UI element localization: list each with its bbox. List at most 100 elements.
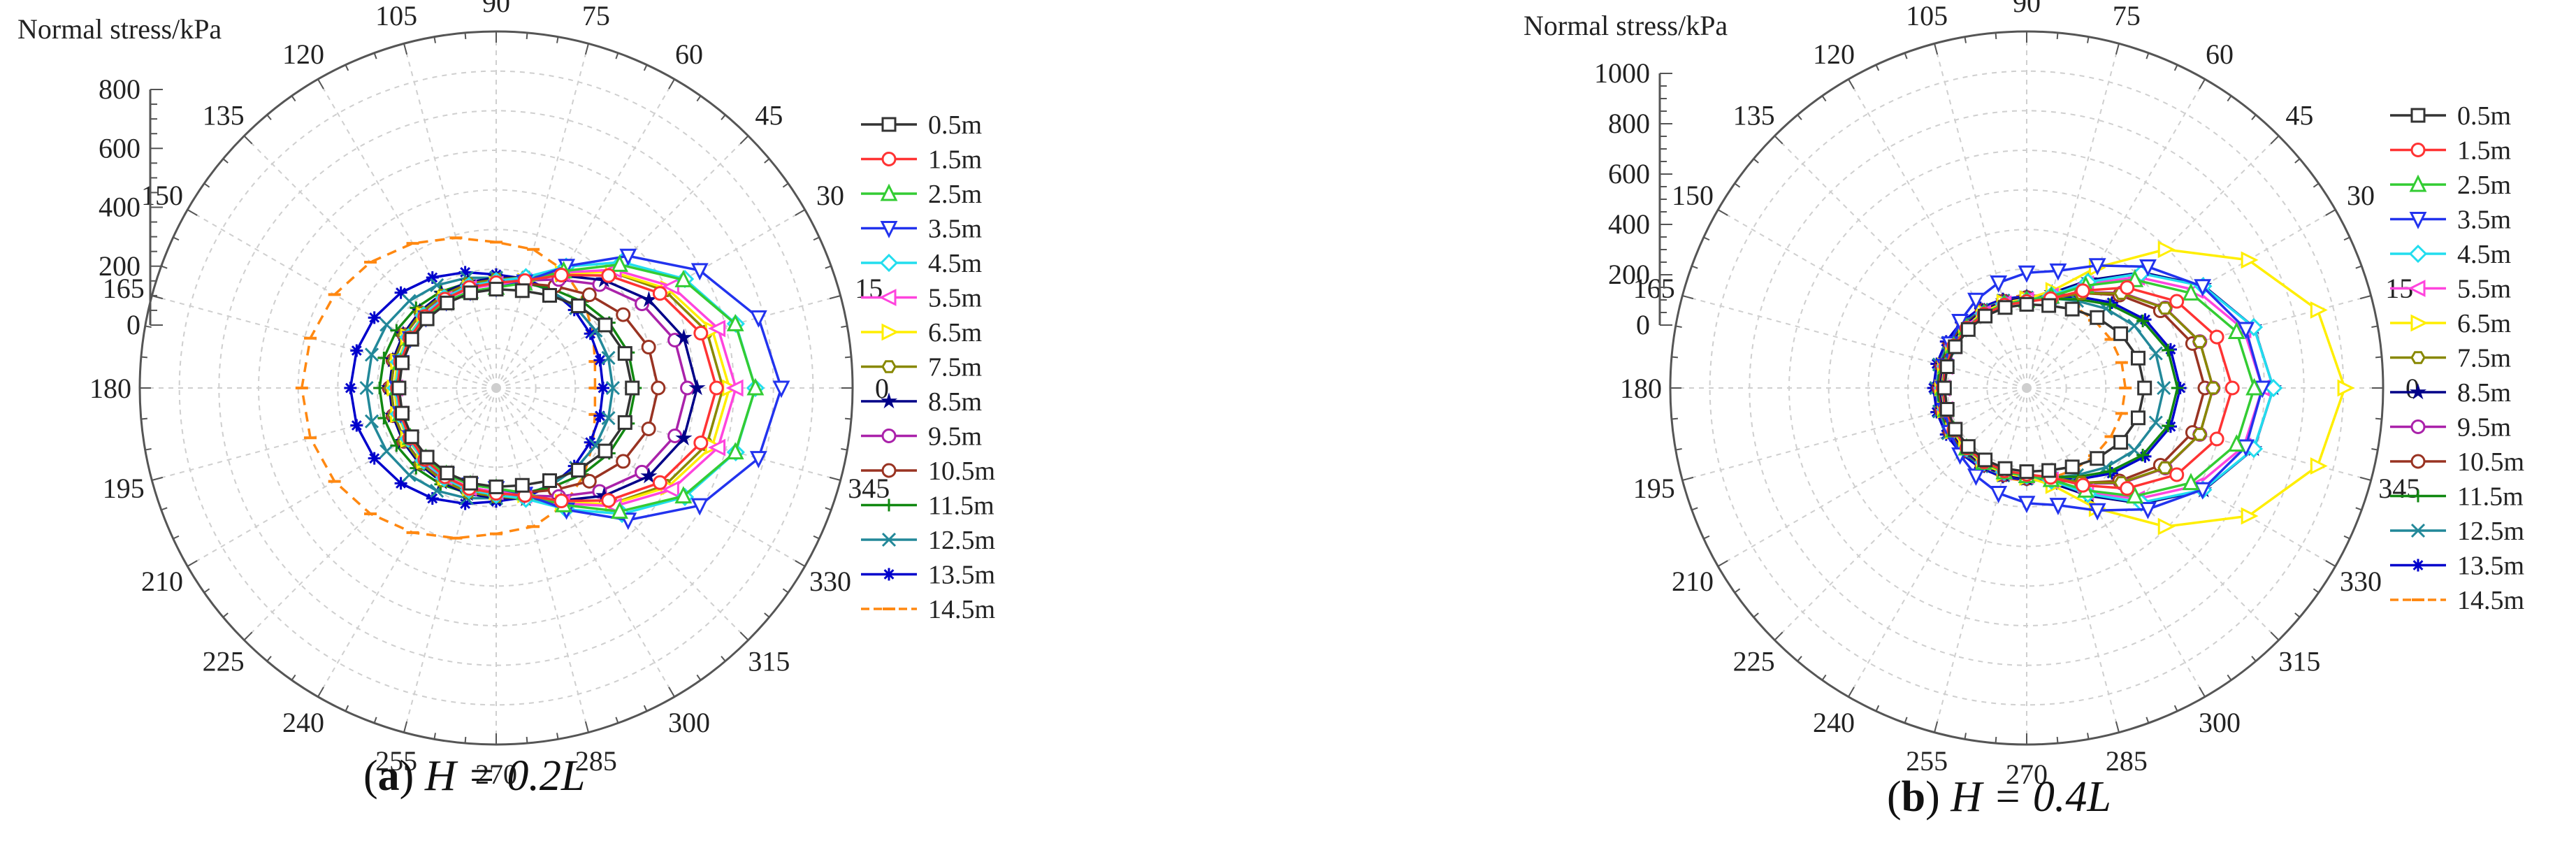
angle-tick <box>1703 236 1710 241</box>
data-point <box>2075 477 2090 493</box>
data-point <box>440 466 455 481</box>
angle-tick <box>668 687 675 698</box>
grid-spoke <box>495 43 589 389</box>
angle-tick <box>1703 535 1710 540</box>
data-point <box>1967 468 1985 487</box>
angle-tick <box>825 265 832 269</box>
data-point <box>2019 464 2034 480</box>
angle-tick <box>317 78 324 89</box>
data-point <box>379 317 394 332</box>
legend-marker <box>881 429 897 443</box>
legend-item: 11.5m <box>861 491 994 521</box>
angle-tick <box>1848 687 1855 698</box>
angle-tick <box>266 656 272 662</box>
data-point <box>542 473 558 489</box>
angle-label: 60 <box>2206 38 2234 70</box>
angle-tick <box>584 43 589 55</box>
legend-item: 13.5m <box>2390 552 2524 581</box>
angle-tick <box>526 32 528 39</box>
angle-tick <box>1675 448 1682 451</box>
data-point <box>1960 322 1976 337</box>
data-point <box>2113 326 2129 341</box>
data-point <box>379 444 394 459</box>
data-point <box>2157 240 2176 259</box>
radial-tick-label: 600 <box>1608 158 1650 189</box>
angle-tick <box>433 36 436 43</box>
legend-item: 10.5m <box>2390 447 2524 477</box>
legend-marker <box>2409 174 2427 192</box>
data-point <box>2157 301 2173 315</box>
data-point <box>571 463 586 478</box>
data-point <box>584 327 597 340</box>
data-point <box>2090 451 2105 466</box>
data-point <box>1960 439 1976 454</box>
angle-tick <box>291 674 296 681</box>
data-point <box>350 419 363 432</box>
angle-label: 240 <box>1813 707 1855 738</box>
angle-label: 240 <box>282 707 324 738</box>
legend-label: 6.5m <box>2457 309 2511 338</box>
legend-item: 12.5m <box>861 526 995 555</box>
angle-tick <box>345 64 349 71</box>
angle-tick <box>145 448 152 451</box>
legend-label: 13.5m <box>928 561 995 590</box>
data-point <box>2120 481 2135 496</box>
angle-label: 105 <box>375 0 417 31</box>
angle-label: 225 <box>203 645 245 677</box>
angle-tick <box>668 78 675 89</box>
angle-tick <box>1682 295 1694 300</box>
data-point <box>726 442 744 460</box>
legend-item: 2.5m <box>2390 171 2511 200</box>
angle-tick <box>2371 448 2378 451</box>
legend-marker <box>880 392 898 409</box>
legend-marker <box>878 289 897 306</box>
data-point <box>344 382 357 394</box>
angle-tick <box>841 448 848 451</box>
data-point <box>368 311 381 324</box>
angle-label: 165 <box>1633 273 1675 304</box>
data-point <box>2192 428 2208 441</box>
data-point <box>601 410 616 426</box>
data-point <box>674 270 693 287</box>
angle-tick <box>829 295 841 300</box>
angle-tick <box>1774 631 1783 641</box>
grid-spoke <box>2026 78 2206 389</box>
legend-item: 3.5m <box>2390 206 2511 235</box>
angle-tick <box>2355 265 2362 269</box>
data-point <box>601 350 616 366</box>
data-point <box>1948 422 1963 437</box>
data-point <box>2126 486 2144 504</box>
data-point <box>404 331 419 347</box>
legend-item: 9.5m <box>861 422 982 452</box>
angle-label: 0 <box>875 373 889 404</box>
legend-label: 5.5m <box>2457 275 2511 304</box>
angle-tick <box>2251 114 2257 120</box>
grid-spoke <box>1682 295 2027 389</box>
angle-tick <box>615 52 619 59</box>
data-point <box>674 486 693 504</box>
legend-label: 11.5m <box>2457 482 2524 512</box>
data-point <box>419 311 435 326</box>
data-point <box>2148 346 2163 361</box>
data-point <box>2169 467 2185 482</box>
angle-label: 45 <box>755 100 783 131</box>
angle-tick <box>403 43 408 55</box>
data-point <box>693 435 709 450</box>
legend-item: 2.5m <box>861 180 982 209</box>
data-point <box>2157 461 2173 475</box>
data-point <box>2162 419 2175 433</box>
angle-tick <box>795 560 806 567</box>
angle-tick <box>203 588 210 594</box>
angle-label: 315 <box>2278 645 2320 677</box>
data-point <box>709 380 724 396</box>
data-point <box>2049 263 2067 281</box>
data-point <box>1990 275 2008 293</box>
angle-tick <box>1821 674 1827 681</box>
angle-label: 225 <box>1733 645 1775 677</box>
data-point <box>395 405 410 421</box>
angle-tick <box>1904 717 1908 724</box>
data-point <box>593 354 607 367</box>
data-point <box>1990 486 2008 503</box>
caption-b-text: H = 0.4L <box>1951 773 2111 821</box>
angle-tick <box>161 507 168 511</box>
